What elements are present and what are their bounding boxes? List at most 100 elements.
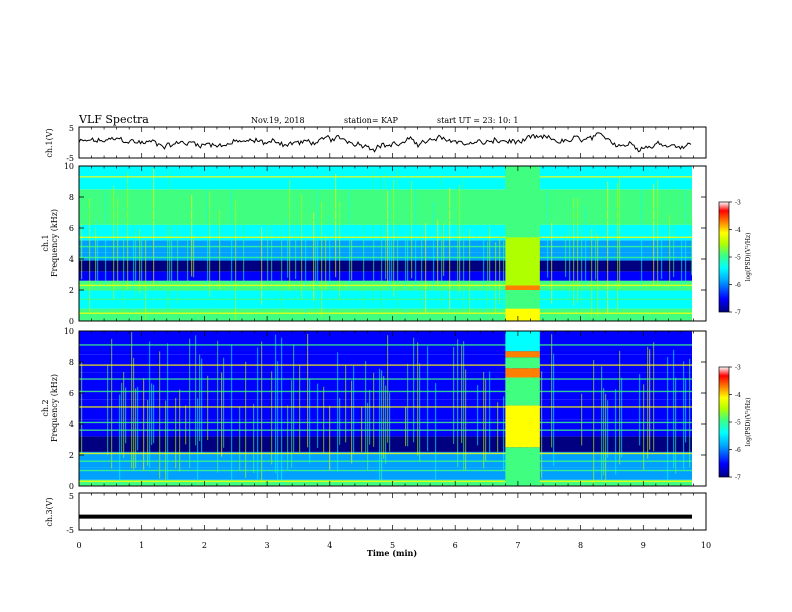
spectrogram-line [79,421,692,424]
spectrogram-streak [469,228,471,314]
spectrogram-streak [277,361,279,480]
spectrogram-streak [293,344,295,453]
spectrogram-streak [219,209,221,290]
spectrogram-ytick-label: 8 [69,358,74,367]
spectrogram-streak [421,201,423,319]
spectrogram-streak [459,185,461,293]
spectrogram-burst [505,285,540,290]
ch2-colorbar-ticks: -3 -4 -5 -6 -7 [729,365,741,482]
spectrogram-burst [505,447,540,486]
spectrogram-streak [223,357,225,448]
spectrogram-streak [199,354,201,442]
spectrogram-streak [499,239,501,305]
spectrogram-streak [177,195,179,304]
spectrogram-streak [427,346,429,452]
spectrogram-streak [317,168,319,294]
spectrogram-streak [231,344,233,481]
spectrogram-streak [443,222,445,276]
spectrogram-streak [123,371,125,458]
ch2-colorbar-label: log(PSD)(V²/Hz) [745,398,752,447]
spectrogram-streak [405,237,407,318]
spectrogram-streak [295,197,297,279]
spectrogram-streak [201,358,203,454]
spectrogram-streak [287,405,289,470]
spectrogram-streak [615,389,617,475]
spectrogram-streak [281,215,283,316]
spectrogram-streak [299,365,301,452]
spectrogram-streak [349,187,351,301]
spectrogram-streak [685,378,687,443]
spectrogram-streak [133,357,135,470]
spectrogram-streak [461,345,463,444]
spectrogram-streak [345,364,347,443]
ch1-colorbar-gradient [718,201,730,313]
spectrogram-line [79,176,692,178]
ch3-ytick-top: 5 [69,492,74,501]
spectrogram-streak [673,186,675,278]
spectrogram-streak [397,169,399,310]
spectrogram-streak [657,179,659,287]
spectrogram-streak [309,378,311,464]
x-tick-label: 2 [202,541,207,550]
spectrogram-streak [361,406,363,452]
ch1-ytick-bottom: -5 [66,154,74,163]
spectrogram-streak [257,347,259,480]
spectrogram-streak [621,377,623,458]
spectrogram-streak [207,168,209,312]
spectrogram-line [79,480,692,483]
ch3-signal-frame [78,492,707,531]
spectrogram-streak [483,240,485,319]
x-tick-label: 9 [641,541,646,550]
spectrogram-streak [601,366,603,482]
spectrogram-streak [565,234,567,277]
spectrogram-streak [435,383,437,480]
spectrogram-streak [383,376,385,459]
ch1-waveform-line [78,132,692,153]
spectrogram-burst [505,166,540,238]
spectrogram-ytick-label: 6 [69,224,74,233]
spectrogram-streak [485,379,487,462]
spectrogram-streak [681,236,683,307]
spectrogram-line [79,245,692,248]
ch3-ytick-bottom: -5 [66,526,74,535]
spectrogram-streak [367,402,369,470]
spectrogram-streak [495,242,497,315]
spectrogram-streak [187,239,189,292]
spectrogram-streak [433,202,435,295]
spectrogram-streak [581,393,583,446]
date-label: Nov.19, 2018 [251,116,305,125]
spectrogram-streak [449,187,451,310]
spectrogram-streak [133,229,135,313]
ch1-waveform-panel: 5 -5 ch.1(V) [45,124,707,163]
spectrogram-ytick-label: 8 [69,193,74,202]
spectrogram-streak [95,227,97,282]
colorbar-tick-label: -3 [735,365,741,372]
spectrogram-streak [369,390,371,445]
spectrogram-streak [503,241,505,313]
spectrogram-streak [489,371,491,452]
spectrogram-streak [675,377,677,474]
spectrogram-band [79,479,692,486]
spectrogram-streak [149,341,151,468]
spectrogram-line [79,406,692,408]
spectrogram-line [79,298,692,300]
spectrogram-streak [463,341,465,471]
spectrogram-streak [239,406,241,471]
spectrogram-streak [159,351,161,479]
spectrogram-streak [107,364,109,455]
spectrogram-streak [413,337,415,443]
spectrogram-streak [167,196,169,309]
spectrogram-streak [391,232,393,297]
spectrogram-streak [619,350,621,465]
spectrogram-streak [569,220,571,301]
spectrogram-streak [381,176,383,314]
spectrogram-streak [441,175,443,310]
spectrogram-line [79,344,692,346]
spectrogram-line [79,460,692,462]
colorbar-tick-label: -3 [735,200,741,207]
spectrogram-burst [505,237,540,286]
spectrogram-streak [419,363,421,462]
spectrogram-streak [339,398,341,445]
spectrogram-streak [497,402,499,452]
